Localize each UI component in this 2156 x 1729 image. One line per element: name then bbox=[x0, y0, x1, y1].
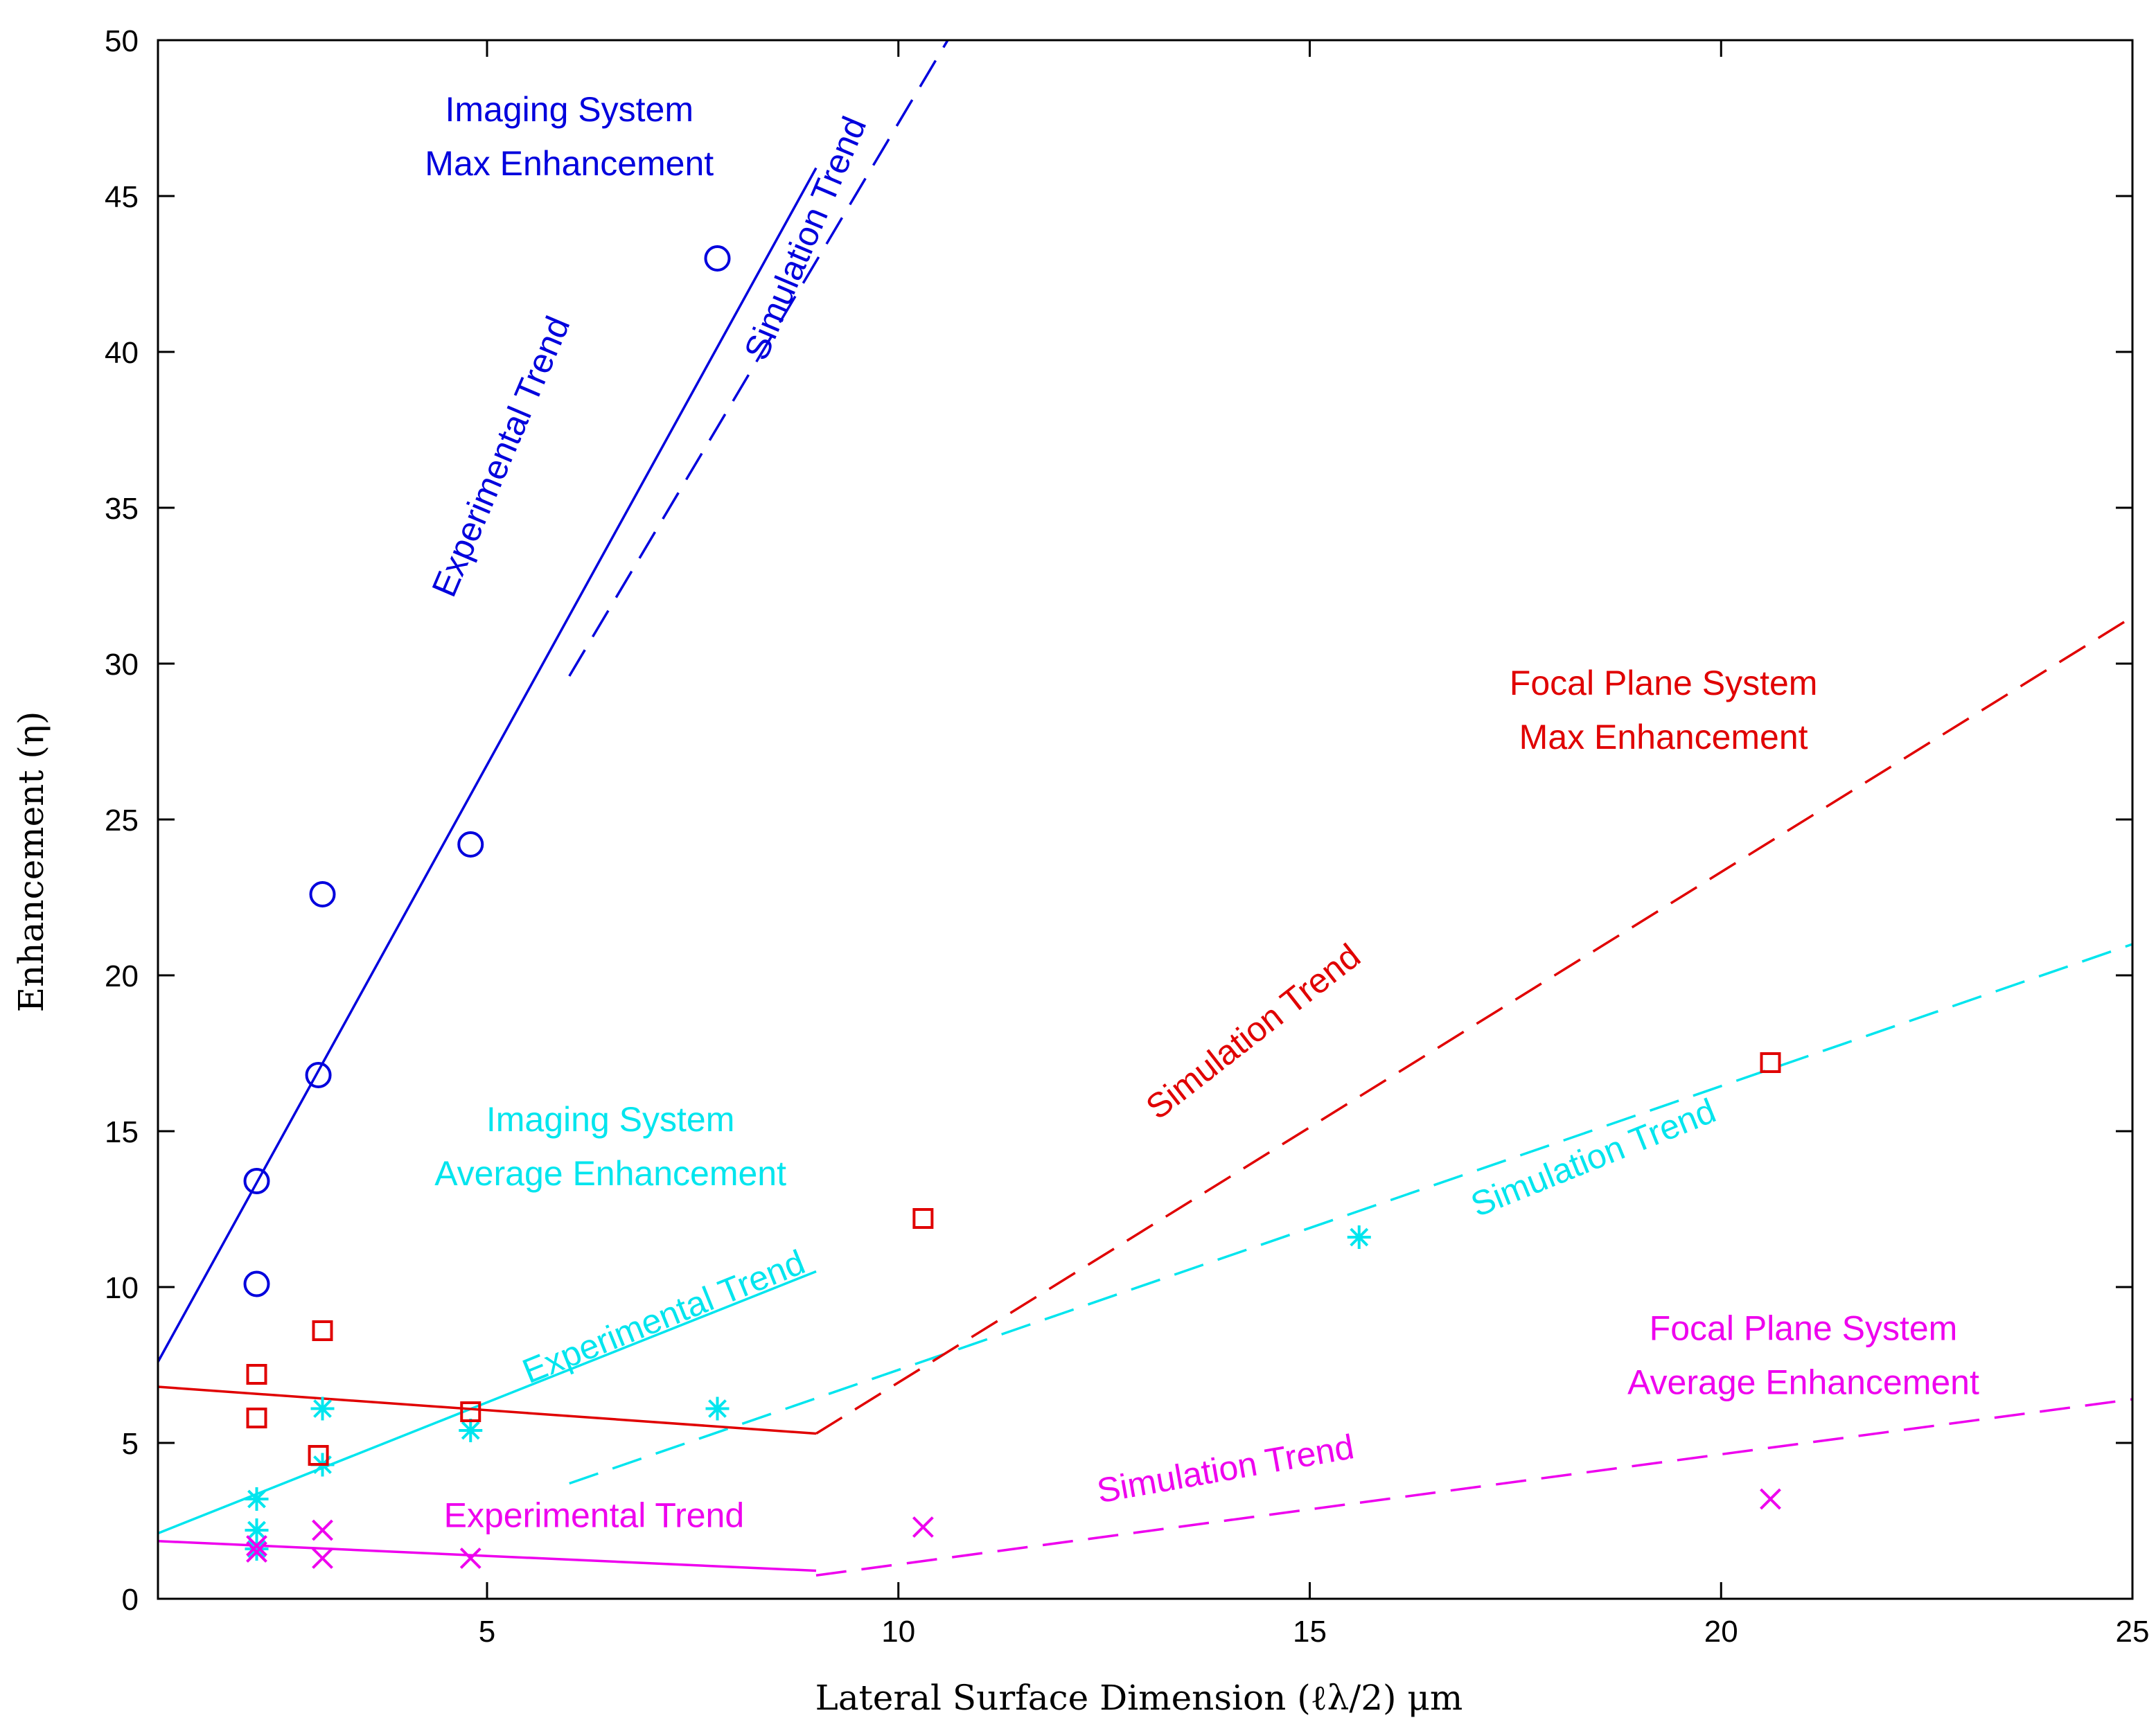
focal-max-title-line-0: Focal Plane System bbox=[1510, 664, 1818, 702]
focal-avg-experimental-trend-line bbox=[158, 1540, 817, 1572]
imaging-avg-exp-annotation: Experimental Trend bbox=[517, 1243, 810, 1391]
imaging-system-average-enhancement-point-3 bbox=[310, 1396, 335, 1421]
y-axis-label: Enhancement (η) bbox=[11, 711, 51, 1013]
focal-max-experimental-trend-line bbox=[158, 1385, 817, 1435]
focal-plane-system-average-enhancement-point-2 bbox=[312, 1519, 333, 1541]
imaging-avg-title-line-1: Average Enhancement bbox=[434, 1154, 786, 1193]
focal-max-title-line-1: Max Enhancement bbox=[1519, 718, 1808, 756]
imaging-system-average-enhancement-point-6 bbox=[705, 1396, 730, 1421]
focal-max-sim-annotation: Simulation Trend bbox=[1139, 937, 1368, 1127]
focal-plane-system-average-enhancement-point-1 bbox=[246, 1541, 267, 1563]
x-axis-label: Lateral Surface Dimension (ℓλ/2) μm bbox=[815, 1678, 1463, 1718]
y-tick-label-0: 0 bbox=[122, 1583, 139, 1617]
imaging-system-max-enhancement-point-4 bbox=[457, 831, 484, 858]
y-tick-label-20: 20 bbox=[105, 959, 139, 993]
y-tick-label-45: 45 bbox=[105, 180, 139, 214]
x-tick-label-15: 15 bbox=[1293, 1615, 1327, 1649]
imaging-system-max-enhancement-series bbox=[243, 245, 731, 1297]
x-tick-label-10: 10 bbox=[881, 1615, 915, 1649]
y-tick-label-40: 40 bbox=[105, 336, 139, 370]
focal-plane-system-average-enhancement-series bbox=[246, 1488, 1781, 1569]
imaging-avg-simulation-trend-line bbox=[569, 943, 2132, 1485]
imaging-system-max-enhancement-point-2 bbox=[305, 1062, 332, 1088]
x-tick-label-25: 25 bbox=[2116, 1615, 2150, 1649]
x-tick-label-5: 5 bbox=[479, 1615, 495, 1649]
focal-avg-sim-annotation: Simulation Trend bbox=[1094, 1427, 1357, 1510]
focal-plane-system-average-enhancement-point-4 bbox=[459, 1548, 481, 1569]
imaging-max-title-annotation: Imaging System Max Enhancement bbox=[425, 90, 714, 183]
y-tick-label-35: 35 bbox=[105, 492, 139, 526]
imaging-max-simulation-trend-line bbox=[568, 40, 949, 677]
imaging-max-title-line-1: Max Enhancement bbox=[425, 144, 714, 183]
y-tick-label-25: 25 bbox=[105, 804, 139, 837]
focal-plane-system-average-enhancement-point-6 bbox=[1760, 1488, 1781, 1510]
imaging-avg-exp-line-0: Experimental Trend bbox=[517, 1243, 810, 1391]
imaging-max-exp-annotation: Experimental Trend bbox=[425, 310, 578, 602]
imaging-system-max-enhancement-point-1 bbox=[243, 1270, 270, 1297]
imaging-system-max-enhancement-point-5 bbox=[704, 245, 731, 272]
y-tick-label-10: 10 bbox=[105, 1271, 139, 1305]
focal-plane-system-max-enhancement-point-3 bbox=[308, 1445, 329, 1466]
focal-plane-system-average-enhancement-point-0 bbox=[246, 1535, 267, 1557]
focal-plane-system-max-enhancement-series bbox=[246, 1052, 1781, 1466]
focal-avg-sim-line-0: Simulation Trend bbox=[1094, 1427, 1357, 1510]
focal-plane-system-average-enhancement-point-5 bbox=[912, 1516, 934, 1538]
focal-plane-system-max-enhancement-point-6 bbox=[1760, 1052, 1781, 1073]
focal-avg-exp-annotation: Experimental Trend bbox=[444, 1496, 745, 1535]
imaging-max-sim-annotation: Simulation Trend bbox=[736, 111, 874, 365]
focal-avg-exp-line-0: Experimental Trend bbox=[444, 1496, 745, 1535]
y-tick-label-15: 15 bbox=[105, 1115, 139, 1149]
imaging-max-sim-line-0: Simulation Trend bbox=[736, 111, 874, 365]
focal-plane-system-max-enhancement-point-5 bbox=[912, 1208, 934, 1229]
focal-avg-title-line-1: Average Enhancement bbox=[1627, 1363, 1979, 1402]
imaging-system-average-enhancement-point-1 bbox=[245, 1518, 269, 1542]
y-tick-label-5: 5 bbox=[122, 1427, 139, 1461]
focal-avg-simulation-trend-line bbox=[815, 1398, 2132, 1577]
focal-avg-title-annotation: Focal Plane System Average Enhancement bbox=[1627, 1309, 1979, 1402]
focal-plane-system-max-enhancement-point-1 bbox=[246, 1408, 267, 1428]
axes: 5 10 15 20 25 0 5 10 15 20 25 30 35 40 45 50 bbox=[105, 24, 2149, 1649]
focal-plane-system-average-enhancement-point-3 bbox=[312, 1548, 333, 1569]
focal-max-title-annotation: Focal Plane System Max Enhancement bbox=[1510, 664, 1818, 756]
data-points bbox=[243, 245, 1781, 1569]
imaging-system-average-enhancement-point-0 bbox=[245, 1487, 269, 1511]
imaging-max-title-line-0: Imaging System bbox=[445, 90, 693, 129]
annotations: Imaging System Max Enhancement Experimenta… bbox=[425, 90, 1979, 1535]
y-tick-label-50: 50 bbox=[105, 24, 139, 58]
imaging-system-average-enhancement-point-5 bbox=[459, 1419, 483, 1442]
focal-plane-system-max-enhancement-point-0 bbox=[246, 1364, 267, 1385]
imaging-avg-sim-annotation: Simulation Trend bbox=[1465, 1091, 1721, 1224]
focal-avg-title-line-0: Focal Plane System bbox=[1650, 1309, 1958, 1348]
imaging-avg-title-annotation: Imaging System Average Enhancement bbox=[434, 1100, 786, 1193]
focal-plane-system-max-enhancement-point-4 bbox=[460, 1401, 481, 1422]
imaging-system-max-enhancement-point-3 bbox=[309, 881, 336, 907]
imaging-max-exp-line-0: Experimental Trend bbox=[425, 310, 578, 602]
imaging-system-average-enhancement-point-2 bbox=[245, 1537, 269, 1561]
imaging-system-average-enhancement-point-7 bbox=[1347, 1225, 1371, 1249]
focal-plane-system-max-enhancement-point-2 bbox=[312, 1320, 333, 1341]
imaging-max-experimental-trend-line bbox=[158, 167, 818, 1363]
imaging-system-max-enhancement-point-0 bbox=[243, 1168, 270, 1194]
focal-max-sim-line-0: Simulation Trend bbox=[1139, 937, 1368, 1127]
imaging-avg-experimental-trend-line bbox=[158, 1270, 817, 1535]
focal-max-simulation-trend-line bbox=[815, 616, 2132, 1435]
x-tick-label-20: 20 bbox=[1704, 1615, 1738, 1649]
trend-lines bbox=[158, 40, 2132, 1577]
imaging-avg-title-line-0: Imaging System bbox=[486, 1100, 734, 1139]
y-tick-label-30: 30 bbox=[105, 648, 139, 682]
imaging-avg-sim-line-0: Simulation Trend bbox=[1465, 1091, 1721, 1224]
